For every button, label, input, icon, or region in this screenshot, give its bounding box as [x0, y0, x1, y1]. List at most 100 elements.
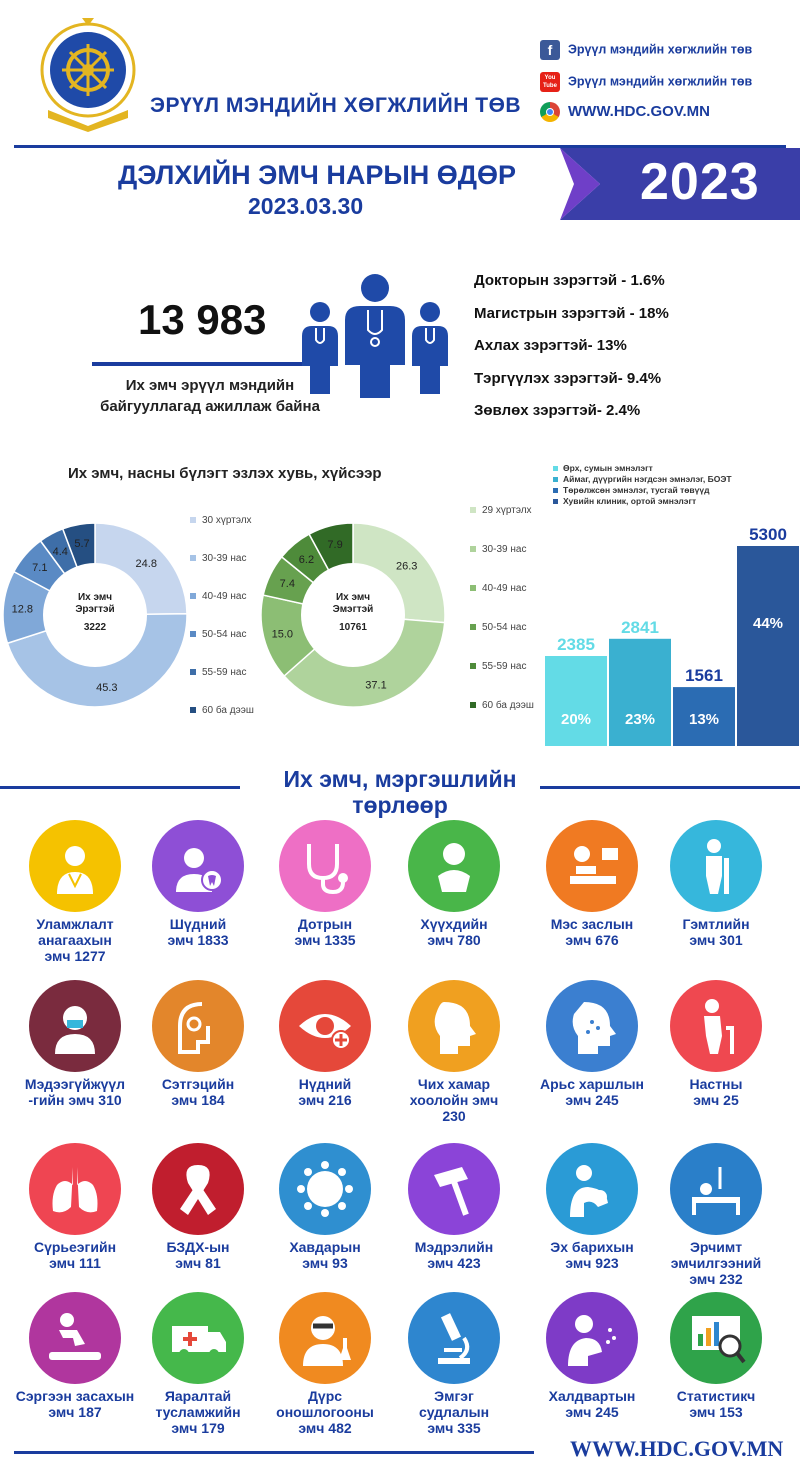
female-age-donut: Их эмч Эмэгтэй 10761 26.3 37.1 15.0 7.4 6.2 7…: [260, 522, 446, 708]
total-caption: Их эмч эрүүл мэндийн байгууллагад ажиллаж…: [100, 377, 320, 415]
legend-item: 55-59 нас: [190, 667, 246, 678]
male-center-label-2: Эрэгтэй: [75, 604, 114, 615]
rehabilitation-icon: [29, 1292, 121, 1384]
year-banner: [560, 148, 800, 220]
specialty-title: Их эмч, мэргэшлийн төрлөөр: [283, 766, 517, 818]
specialty-label: Настны эмч 25: [689, 1076, 743, 1108]
specialty-label: Сэтгэцийн эмч 184: [161, 1076, 235, 1108]
specialty-label: Нүдний эмч 216: [298, 1076, 352, 1108]
specialty-label: Дотрын эмч 1335: [294, 916, 356, 948]
facebook-icon: f: [540, 40, 560, 60]
specialty-card: БЗДХ-ын эмч 81: [133, 1143, 263, 1271]
specialty-card: Дүрс oношлогооны эмч 482: [260, 1292, 390, 1436]
degree-advisor: Зөвлөх зэрэгтэй- 2.4%: [474, 402, 641, 419]
bar-2: [673, 687, 735, 746]
facebook-link[interactable]: f Эрүүл мэндийн хөгжлийн төв: [540, 40, 752, 60]
degree-senior: Ахлах зэрэгтэй- 13%: [474, 337, 627, 354]
year-label: 2023: [640, 153, 760, 211]
bar-legend-item: Хувийн клиник, ортой эмнэлэгт: [553, 496, 696, 506]
specialty-label: Гэмтлийн эмч 301: [682, 916, 750, 948]
donut-value-label: 26.3: [396, 561, 417, 573]
youtube-link[interactable]: You Tube Эрүүл мэндийн хөгжлийн төв: [540, 72, 752, 92]
specialty-card: Мэс заслын эмч 676: [527, 820, 657, 948]
mental-health-icon: [152, 980, 244, 1072]
specialty-label: Мэдээгүйжүүл -гийн эмч 310: [24, 1076, 126, 1108]
specialty-card: Сэргээн засахын эмч 187: [10, 1292, 140, 1420]
bar-percent-label: 13%: [689, 711, 719, 728]
infection-icon: [546, 1292, 638, 1384]
legend-item: 29 хүртэлх: [470, 505, 532, 516]
radiology-icon: [279, 1292, 371, 1384]
specialty-label: Эмгэг судлалын эмч 335: [418, 1388, 490, 1436]
specialty-title-line-left: [0, 786, 240, 789]
statistics-icon: [670, 1292, 762, 1384]
legend-item: 55-59 нас: [470, 661, 526, 672]
ambulance-icon: [152, 1292, 244, 1384]
header-divider: [14, 145, 786, 148]
legend-item: 30 хүртэлх: [190, 515, 252, 526]
bar-legend-item: Аймаг, дүүргийн нэгдсэн эмнэлэг, БОЭТ: [553, 474, 732, 484]
bar-legend-item: Өрх, сумын эмнэлэгт: [553, 463, 653, 473]
specialty-card: Эрчимт эмчилгээний эмч 232: [651, 1143, 781, 1287]
mother-baby-icon: [546, 1143, 638, 1235]
stethoscope-icon: [279, 820, 371, 912]
specialty-card: Нүдний эмч 216: [260, 980, 390, 1108]
bar-value-label: 2841: [621, 618, 659, 637]
specialty-label: БЗДХ-ын эмч 81: [166, 1239, 230, 1271]
specialty-card: Гэмтлийн эмч 301: [651, 820, 781, 948]
specialty-label: Яаралтай тусламжийн эмч 179: [155, 1388, 241, 1436]
page-title: ДЭЛХИЙН ЭМЧ НАРЫН ӨДӨР: [118, 160, 517, 190]
bar-legend-item: Төрөлжсөн эмнэлэг, тусгай төвүүд: [553, 485, 710, 495]
bar-value-label: 1561: [685, 666, 723, 685]
specialty-label: Уламжлалт анагаахын эмч 1277: [36, 916, 114, 964]
chrome-icon: [540, 102, 560, 122]
donut-value-label: 7.4: [280, 578, 295, 590]
donut-value-label: 4.4: [53, 546, 68, 558]
legend-item: 40-49 нас: [470, 583, 526, 594]
org-name: ЭРҮҮЛ МЭНДИЙН ХӨГЖЛИЙН ТӨВ: [150, 94, 522, 117]
specialty-label: Дүрс oношлогооны эмч 482: [276, 1388, 374, 1436]
degree-leading: Тэргүүлэх зэрэгтэй- 9.4%: [474, 370, 662, 387]
specialty-label: Мэдрэлийн эмч 423: [414, 1239, 494, 1271]
ribbon-icon: [152, 1143, 244, 1235]
bar-percent-label: 23%: [625, 711, 655, 728]
male-age-donut: Их эмч Эрэгтэй 3222 24.8 45.3 12.8 7.1 4.4 5.…: [2, 522, 188, 708]
specialty-card: Настны эмч 25: [651, 980, 781, 1108]
donut-value-label: 37.1: [365, 679, 386, 691]
donut-value-label: 5.7: [74, 538, 89, 550]
traditional-doctor-icon: [29, 820, 121, 912]
male-center-label-1: Их эмч: [78, 592, 112, 603]
specialty-card: Халдвартын эмч 245: [527, 1292, 657, 1420]
donut-value-label: 15.0: [272, 628, 293, 640]
footer-website[interactable]: WWW.HDC.GOV.MN: [570, 1436, 784, 1461]
legend-item: 40-49 нас: [190, 591, 246, 602]
legend-item: 50-54 нас: [470, 622, 526, 633]
specialty-label: Статистикч эмч 153: [676, 1388, 756, 1420]
specialty-card: Уламжлалт анагаахын эмч 1277: [10, 820, 140, 964]
age-chart-title: Их эмч, насны бүлэгт эзлэх хувь, хүйсээр: [68, 465, 382, 482]
skin-icon: [546, 980, 638, 1072]
bar-percent-label: 44%: [753, 615, 783, 632]
footer-divider: [14, 1451, 534, 1454]
legend-item: 50-54 нас: [190, 629, 246, 640]
donut-value-label: 7.1: [32, 562, 47, 574]
degree-masters: Магистрын зэрэгтэй - 18%: [474, 305, 669, 322]
bar-percent-label: 20%: [561, 711, 591, 728]
legend-item: 60 ба дээш: [470, 700, 534, 711]
eye-icon: [279, 980, 371, 1072]
website-link[interactable]: WWW.HDC.GOV.MN: [540, 102, 710, 122]
specialty-card: Чих хамар хоолойн эмч 230: [389, 980, 519, 1124]
specialty-card: Сэтгэцийн эмч 184: [133, 980, 263, 1108]
specialty-card: Статистикч эмч 153: [651, 1292, 781, 1420]
legend-item: 30-39 нас: [190, 553, 246, 564]
total-underline: [92, 362, 312, 366]
specialty-card: Эмгэг судлалын эмч 335: [389, 1292, 519, 1436]
specialty-title-line-right: [540, 786, 800, 789]
bar-1: [609, 638, 671, 746]
bar-value-label: 5300: [749, 525, 787, 544]
total-doctors: 13 983: [138, 296, 267, 343]
specialty-label: Чих хамар хоолойн эмч 230: [409, 1076, 499, 1124]
donut-value-label: 45.3: [96, 682, 117, 694]
specialty-card: Мэдээгүйжүүл -гийн эмч 310: [10, 980, 140, 1108]
specialty-label: Мэс заслын эмч 676: [550, 916, 634, 948]
